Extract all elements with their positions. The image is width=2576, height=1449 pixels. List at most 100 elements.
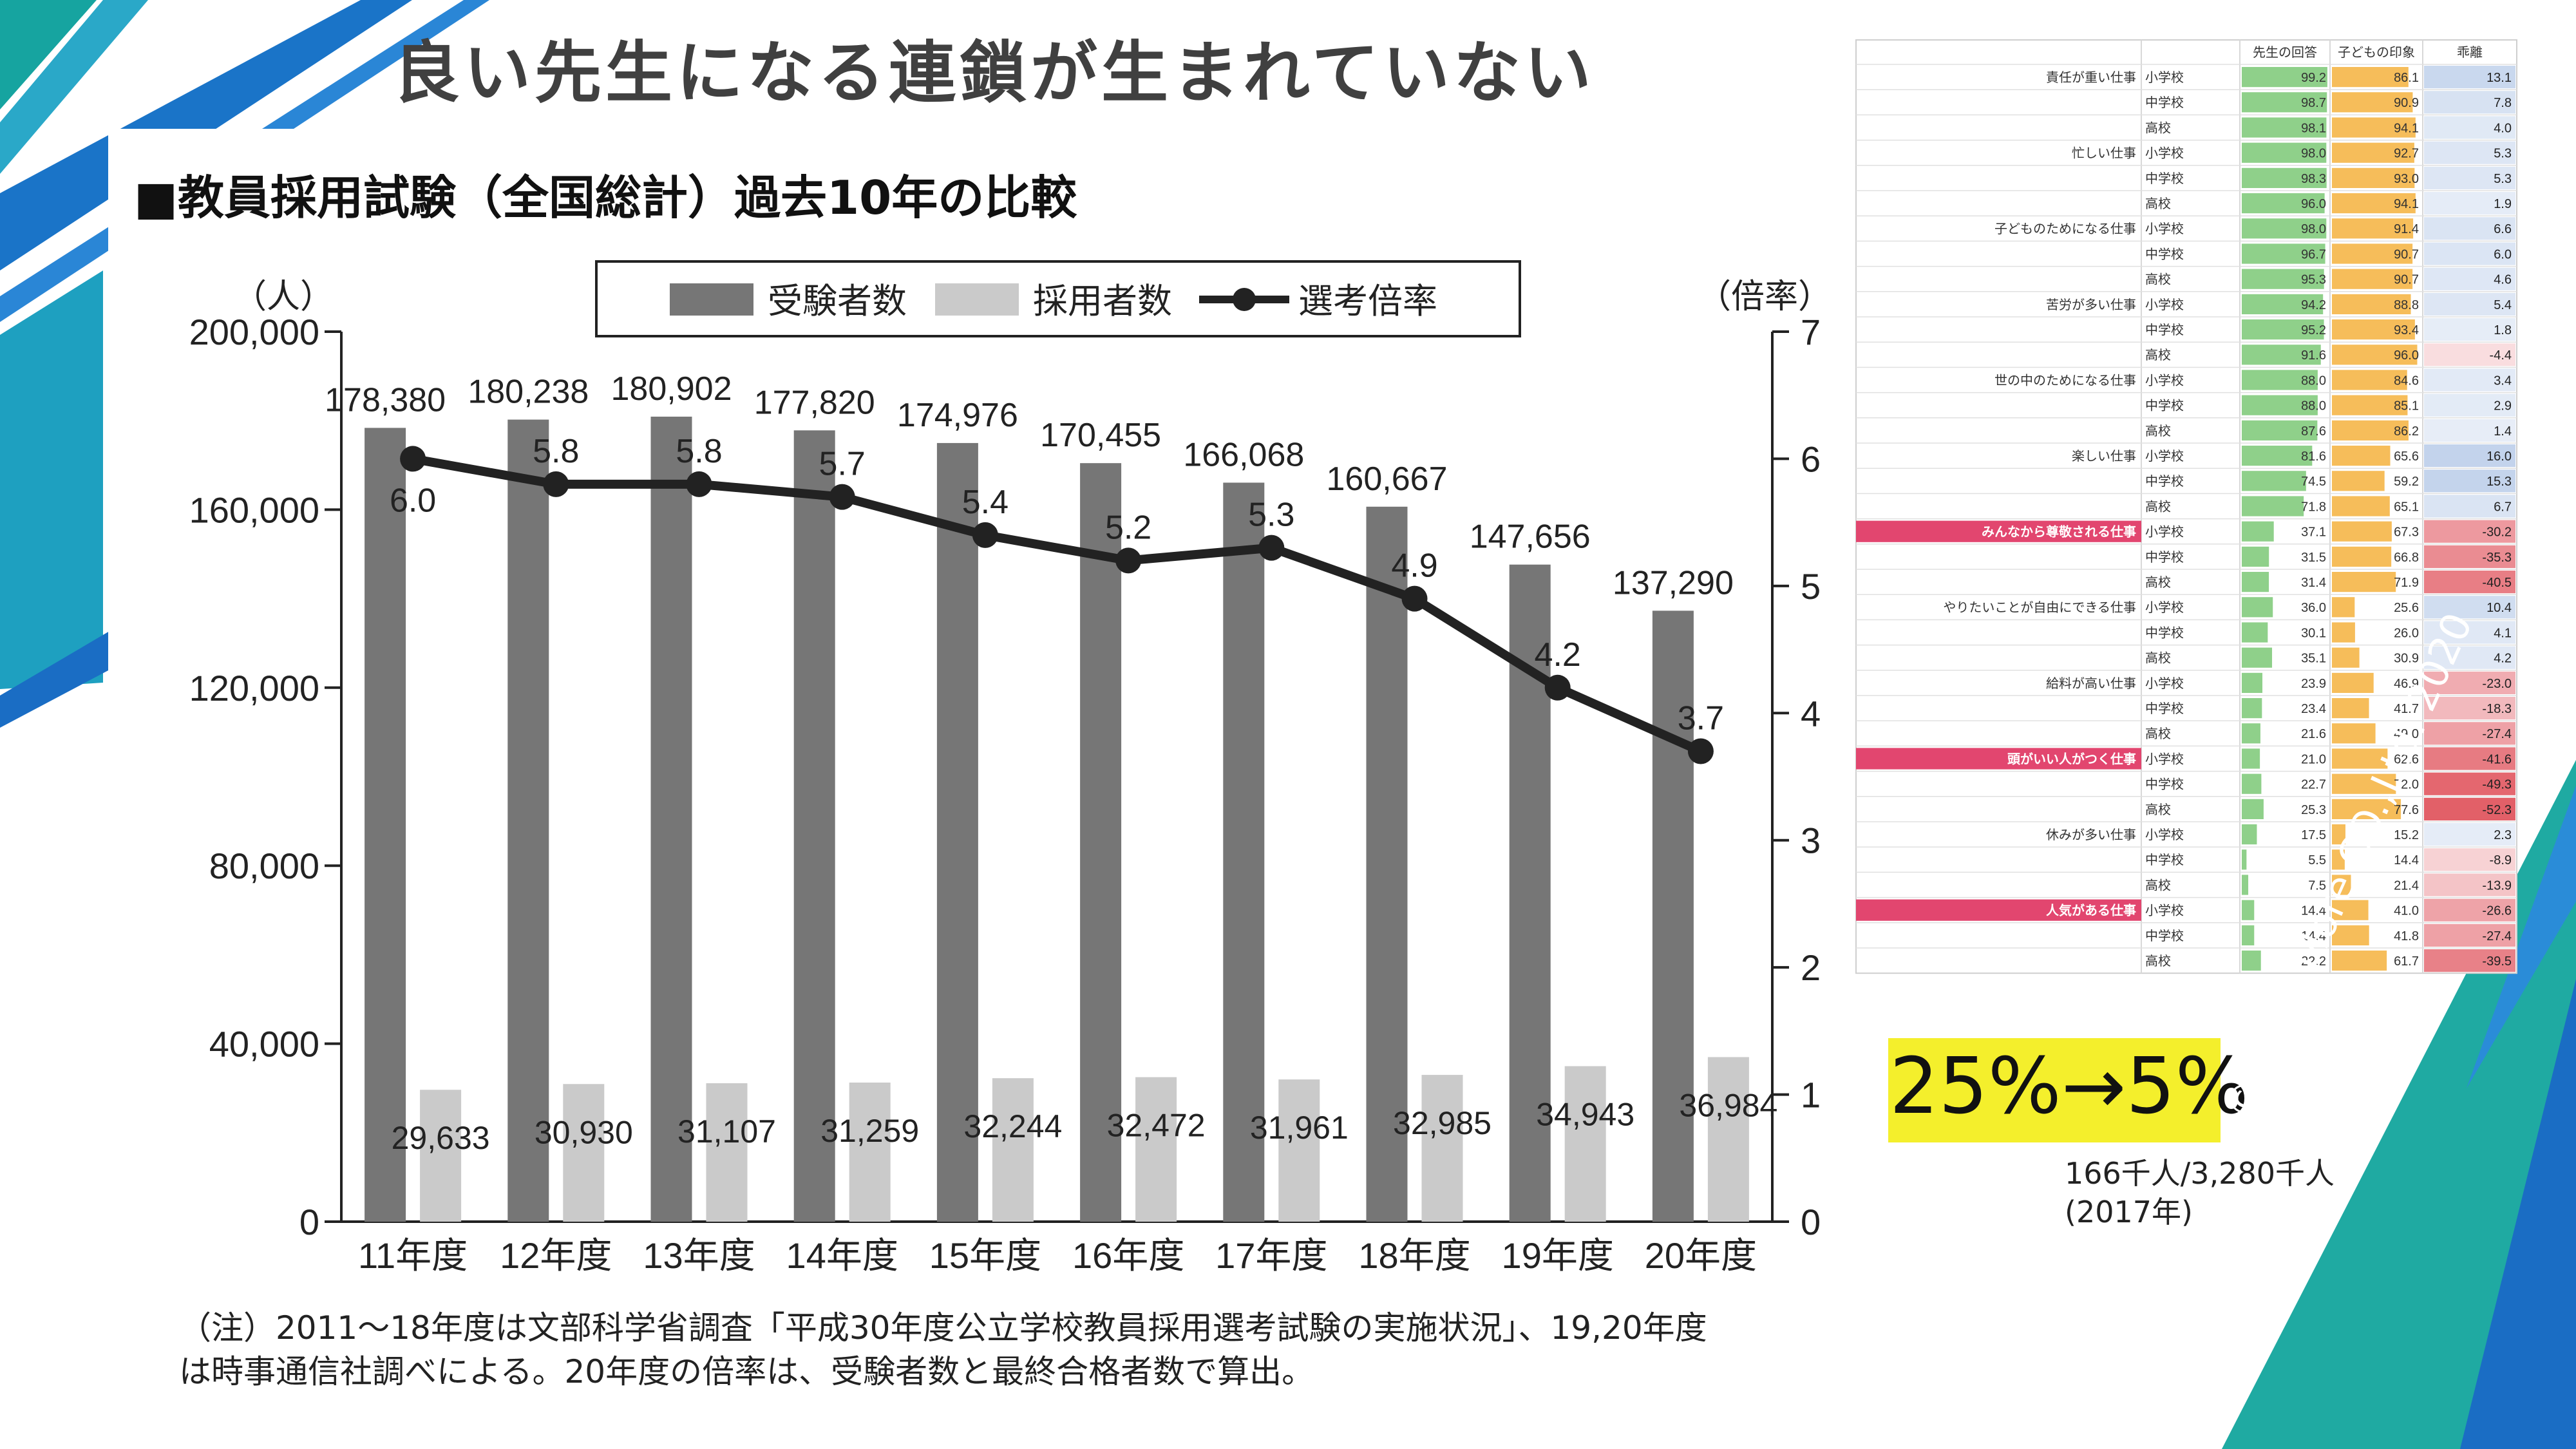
gap-value: -23.0: [2482, 677, 2512, 691]
child-value: 90.9: [2394, 96, 2419, 110]
teacher-data-bar: [2242, 370, 2318, 390]
teacher-data-bar: [2242, 748, 2260, 769]
child-value: 91.4: [2394, 222, 2419, 236]
bar-hired: [1564, 1066, 1606, 1222]
gap-heat-cell: [2424, 116, 2515, 139]
table-school-label: 中学校: [2145, 95, 2184, 110]
ratio-point: [686, 471, 712, 497]
table-school-label: 高校: [2145, 651, 2171, 666]
bar-applicants: [1652, 611, 1694, 1222]
teacher-data-bar: [2242, 117, 2327, 138]
ratio-label: 5.4: [962, 484, 1009, 521]
table-school-label: 高校: [2145, 348, 2171, 363]
y2-axis-label: （倍率）: [1698, 278, 1832, 316]
teacher-value: 25.3: [2301, 803, 2326, 817]
y-tick-label: 120,000: [189, 668, 319, 708]
legend-label-hired: 採用者数: [1033, 282, 1172, 321]
gap-heat-cell: [2424, 368, 2515, 392]
gap-value: -26.6: [2482, 904, 2512, 918]
table-school-label: 小学校: [2145, 525, 2184, 540]
ratio-point: [829, 484, 855, 510]
child-value: 66.8: [2394, 551, 2419, 565]
child-value: 14.4: [2394, 853, 2419, 867]
child-data-bar: [2332, 294, 2411, 314]
chart-legend: 受験者数 採用者数 選考倍率: [595, 260, 1521, 337]
stat-highlight-box: [1888, 1038, 2221, 1142]
gap-value: -41.6: [2482, 752, 2512, 766]
teacher-value: 71.8: [2301, 500, 2326, 514]
bar-hired: [992, 1078, 1034, 1222]
child-value: 15.2: [2394, 828, 2419, 842]
gap-value: 2.9: [2494, 399, 2512, 413]
gap-heat-cell: [2424, 671, 2515, 694]
table-school-label: 小学校: [2145, 828, 2184, 842]
child-value: 21.4: [2394, 878, 2419, 893]
teacher-data-bar: [2242, 395, 2318, 415]
bar-hired: [849, 1083, 891, 1222]
bar-applicants: [793, 430, 835, 1222]
child-data-bar: [2332, 521, 2392, 542]
child-value: 59.2: [2394, 475, 2419, 489]
table-school-label: 中学校: [2145, 929, 2184, 943]
bar-applicants: [1080, 463, 1122, 1222]
x-tick-label: 13年度: [643, 1235, 755, 1276]
y-tick-label: 40,000: [209, 1024, 319, 1065]
teacher-value: 36.0: [2301, 601, 2326, 615]
data-label-hired: 29,633: [392, 1120, 490, 1156]
table-school-label: 小学校: [2145, 298, 2184, 312]
child-data-bar: [2332, 849, 2345, 870]
gap-heat-cell: [2424, 444, 2515, 468]
table-group-label: 頭がいい人がつく仕事: [2007, 751, 2136, 766]
gap-heat-cell: [2424, 621, 2515, 644]
gap-value: 5.4: [2494, 298, 2512, 312]
bar-hired: [563, 1084, 605, 1222]
teacher-data-bar: [2242, 824, 2257, 845]
table-group-label: やりたいことが自由にできる仕事: [1943, 600, 2136, 615]
gap-heat-cell: [2424, 91, 2515, 114]
gap-value: -27.4: [2482, 929, 2512, 943]
x-tick-label: 16年度: [1072, 1235, 1184, 1276]
table-school-label: 中学校: [2145, 247, 2184, 261]
child-value: 71.9: [2394, 576, 2419, 590]
child-data-bar: [2332, 446, 2391, 466]
table-group-label: 楽しい仕事: [2072, 449, 2136, 464]
child-value: 86.2: [2394, 424, 2419, 439]
teacher-value: 30.1: [2301, 626, 2326, 640]
y2-tick-label: 2: [1801, 947, 1821, 988]
ratio-point: [400, 446, 426, 472]
gap-value: -8.9: [2490, 853, 2512, 867]
gap-value: 7.8: [2494, 96, 2512, 110]
y-tick-label: 160,000: [189, 489, 319, 530]
gap-value: 6.0: [2494, 247, 2512, 261]
teacher-data-bar: [2242, 773, 2262, 794]
ratio-point: [972, 522, 998, 548]
child-value: 25.6: [2394, 601, 2419, 615]
data-label-applicants: 180,238: [468, 374, 589, 411]
child-data-bar: [2332, 622, 2355, 643]
legend-label-ratio: 選考倍率: [1298, 282, 1437, 321]
teacher-data-bar: [2242, 849, 2247, 870]
teacher-value: 74.5: [2301, 475, 2326, 489]
stat-big-text: 25%→5%: [1889, 1042, 2249, 1132]
child-value: 92.7: [2394, 147, 2419, 161]
highlight-label-bg: [1856, 520, 2141, 542]
table-school-label: 小学校: [2145, 600, 2184, 615]
teacher-value: 22.7: [2301, 778, 2326, 792]
teacher-data-bar: [2242, 446, 2313, 466]
gap-heat-cell: [2424, 898, 2515, 922]
teacher-data-bar: [2242, 723, 2260, 744]
gap-value: -49.3: [2482, 778, 2512, 792]
footnote-line-1: （注）2011〜18年度は文部科学省調査「平成30年度公立学校教員採用選考試験の…: [179, 1309, 1707, 1347]
child-data-bar: [2332, 471, 2385, 491]
data-label-applicants: 137,290: [1613, 564, 1734, 601]
data-label-applicants: 177,820: [754, 384, 875, 421]
data-label-hired: 32,472: [1107, 1108, 1206, 1144]
gap-heat-cell: [2424, 823, 2515, 846]
ratio-label: 5.7: [819, 446, 866, 483]
child-value: 88.8: [2394, 298, 2419, 312]
gap-heat-cell: [2424, 873, 2515, 896]
y-tick-label: 200,000: [189, 312, 319, 352]
teacher-value: 96.0: [2301, 197, 2326, 211]
child-data-bar: [2332, 723, 2376, 744]
